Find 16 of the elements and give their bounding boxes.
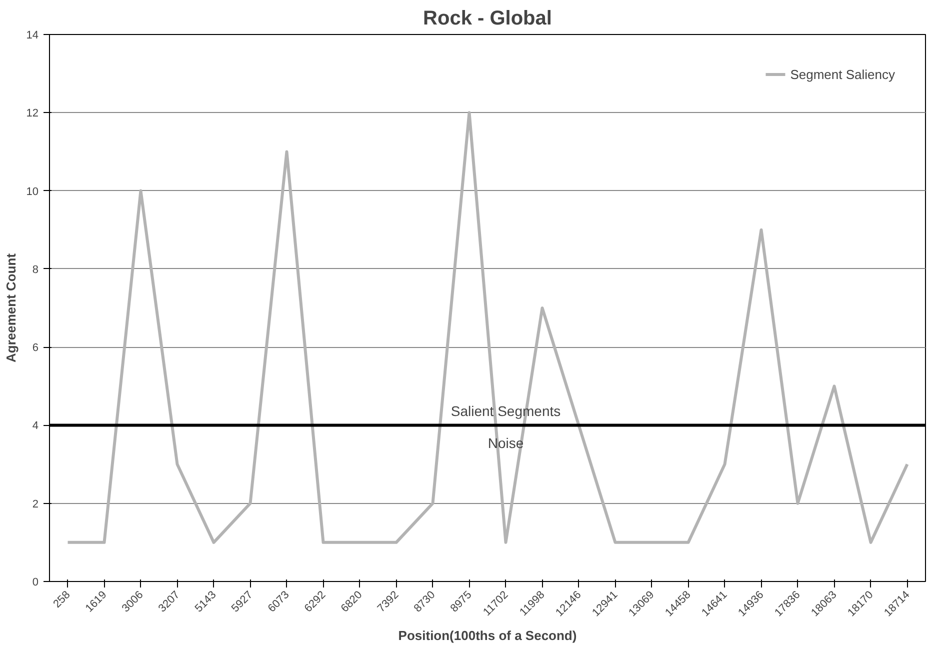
y-tick-label: 4 bbox=[32, 420, 39, 432]
y-tick-label: 0 bbox=[32, 576, 39, 588]
y-tick-label: 8 bbox=[32, 264, 39, 276]
x-tick-label: 258 bbox=[51, 588, 73, 610]
y-tick-label: 14 bbox=[26, 30, 39, 42]
chart-title: Rock - Global bbox=[423, 8, 552, 30]
y-tick-label: 2 bbox=[32, 498, 39, 510]
y-axis-title: Agreement Count bbox=[3, 252, 18, 363]
annotation: Noise bbox=[488, 435, 524, 452]
legend-label: Segment Saliency bbox=[790, 66, 895, 82]
ref-line-label: Salient Segments bbox=[450, 403, 561, 420]
x-axis-title: Position(100ths of a Second) bbox=[398, 628, 577, 643]
y-tick-label: 12 bbox=[26, 108, 39, 120]
line-series bbox=[66, 111, 909, 544]
y-tick-label: 6 bbox=[32, 342, 39, 354]
y-tick-label: 10 bbox=[26, 186, 39, 198]
